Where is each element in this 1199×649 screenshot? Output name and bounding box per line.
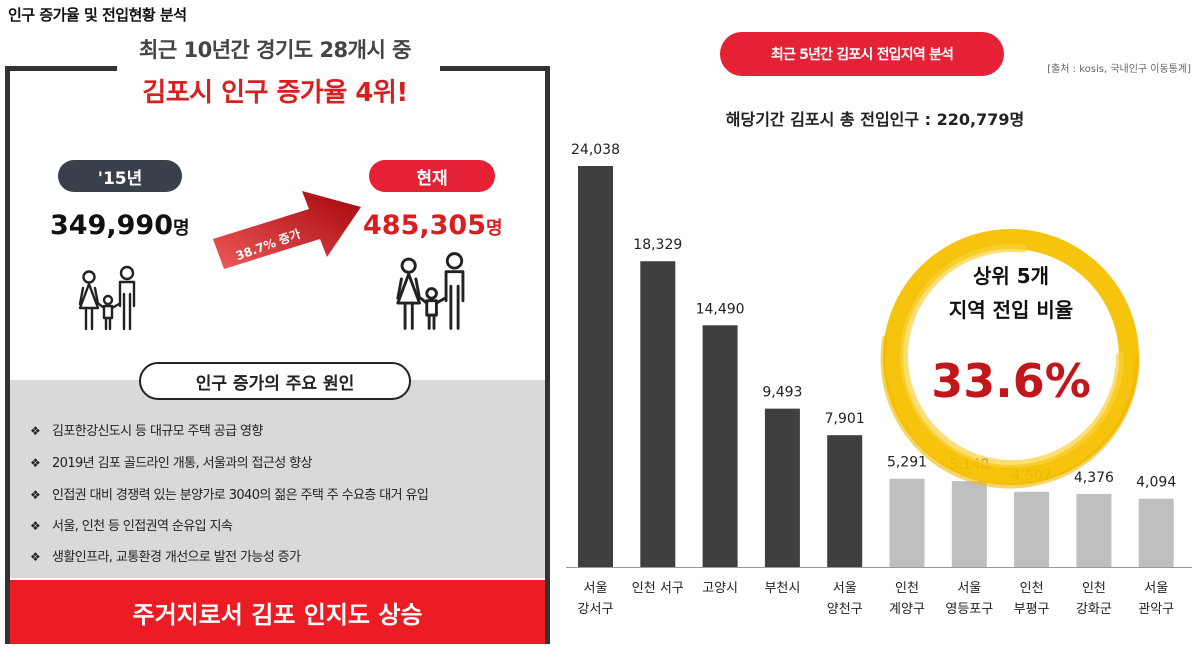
bar-value-label: 4,376 — [1074, 470, 1114, 486]
category-label: 서울 — [833, 581, 857, 596]
reasons-panel — [10, 380, 545, 578]
diamond-bullet-icon: ❖ — [30, 424, 41, 438]
past-year-pill: '15년 — [58, 160, 182, 192]
bar-value-label: 9,493 — [762, 385, 802, 401]
category-label: 계양구 — [889, 602, 925, 617]
category-label: 인천 서구 — [632, 581, 684, 596]
bar-5 — [889, 478, 925, 567]
ring-line-1: 상위 5개 — [972, 264, 1050, 288]
reason-text: 서울, 인천 등 인접권역 순유입 지속 — [52, 519, 233, 534]
bar-6 — [951, 481, 987, 567]
category-label: 인천 — [1082, 581, 1106, 596]
category-label: 인천 — [895, 581, 919, 596]
category-label: 서울 — [584, 581, 608, 596]
reason-text: 2019년 김포 골드라인 개통, 서울과의 접근성 향상 — [52, 456, 312, 471]
growth-arrow-icon — [213, 191, 361, 269]
category-label: 영등포구 — [945, 602, 993, 617]
category-label: 인천 — [1020, 581, 1044, 596]
reason-item: ❖ 서울, 인천 등 인접권역 순유입 지속 — [30, 515, 233, 534]
diamond-bullet-icon: ❖ — [30, 488, 41, 502]
bar-4 — [827, 435, 863, 567]
present-population: 485,305명 — [363, 210, 503, 241]
category-label: 부천시 — [764, 581, 800, 596]
category-label: 강서구 — [578, 602, 614, 617]
diamond-bullet-icon: ❖ — [30, 456, 41, 470]
subtitle: 최근 10년간 경기도 28개시 중 — [139, 38, 411, 62]
bar-value-label: 24,038 — [571, 142, 620, 158]
bar-1 — [640, 261, 676, 567]
reason-item: ❖ 생활인프라, 교통환경 개선으로 발전 가능성 증가 — [30, 546, 301, 565]
ring-percentage: 33.6% — [931, 354, 1091, 408]
family-icon — [396, 252, 465, 330]
category-label: 강화군 — [1076, 602, 1112, 617]
bar-9 — [1138, 498, 1174, 567]
past-population-value: 349,990 — [50, 210, 173, 241]
bar-value-label: 4,094 — [1136, 475, 1176, 491]
past-population: 349,990명 — [50, 210, 190, 241]
bar-0 — [578, 166, 613, 567]
reason-item: ❖ 2019년 김포 골드라인 개통, 서울과의 접근성 향상 — [30, 452, 312, 471]
bar-3 — [764, 408, 800, 567]
headline: 김포시 인구 증가율 4위! — [142, 78, 408, 108]
conclusion-banner: 주거지로서 김포 인지도 상승 — [10, 580, 545, 644]
category-label: 관악구 — [1138, 602, 1174, 617]
page-label: 인구 증가율 및 전입현황 분석 — [8, 6, 187, 24]
reason-text: 생활인프라, 교통환경 개선으로 발전 가능성 증가 — [52, 550, 301, 565]
brush-ring-icon — [880, 229, 1140, 489]
reason-item: ❖ 인접권 대비 경쟁력 있는 분양가로 3040의 젊은 주택 주 수요층 대거… — [30, 484, 429, 503]
diamond-bullet-icon: ❖ — [30, 550, 41, 564]
present-population-value: 485,305 — [363, 210, 486, 241]
past-population-unit: 명 — [172, 218, 190, 239]
bar-value-label: 5,291 — [887, 455, 927, 471]
category-label: 서울 — [957, 581, 981, 596]
present-population-unit: 명 — [485, 218, 503, 239]
family-icon — [78, 265, 136, 331]
category-label: 부평구 — [1014, 602, 1050, 617]
bar-8 — [1076, 493, 1112, 567]
bar-value-label: 7,901 — [825, 411, 865, 427]
reason-item: ❖ 김포한강신도시 등 대규모 주택 공급 영향 — [30, 420, 263, 439]
category-label: 서울 — [1144, 581, 1168, 596]
reason-text: 인접권 대비 경쟁력 있는 분양가로 3040의 젊은 주택 주 수요층 대거 … — [52, 488, 429, 503]
reasons-title: 인구 증가의 주요 원인 — [139, 362, 411, 400]
reason-text: 김포한강신도시 등 대규모 주택 공급 영향 — [52, 424, 263, 439]
category-label: 고양시 — [702, 581, 738, 596]
ring-line-2: 지역 전입 비율 — [948, 298, 1074, 322]
chart-title: 최근 5년간 김포시 전입지역 분석 — [720, 32, 1004, 76]
present-pill: 현재 — [369, 160, 495, 192]
bar-7 — [1014, 491, 1050, 567]
source-note: [출처 : kosis, 국내인구 이동통계] — [1047, 64, 1191, 75]
total-inflow: 해당기간 김포시 총 전입인구 : 220,779명 — [725, 110, 1025, 129]
bar-value-label: 18,329 — [633, 237, 682, 253]
category-label: 양천구 — [827, 602, 863, 617]
bar-2 — [702, 325, 738, 567]
bar-value-label: 14,490 — [696, 301, 745, 317]
diamond-bullet-icon: ❖ — [30, 519, 41, 533]
